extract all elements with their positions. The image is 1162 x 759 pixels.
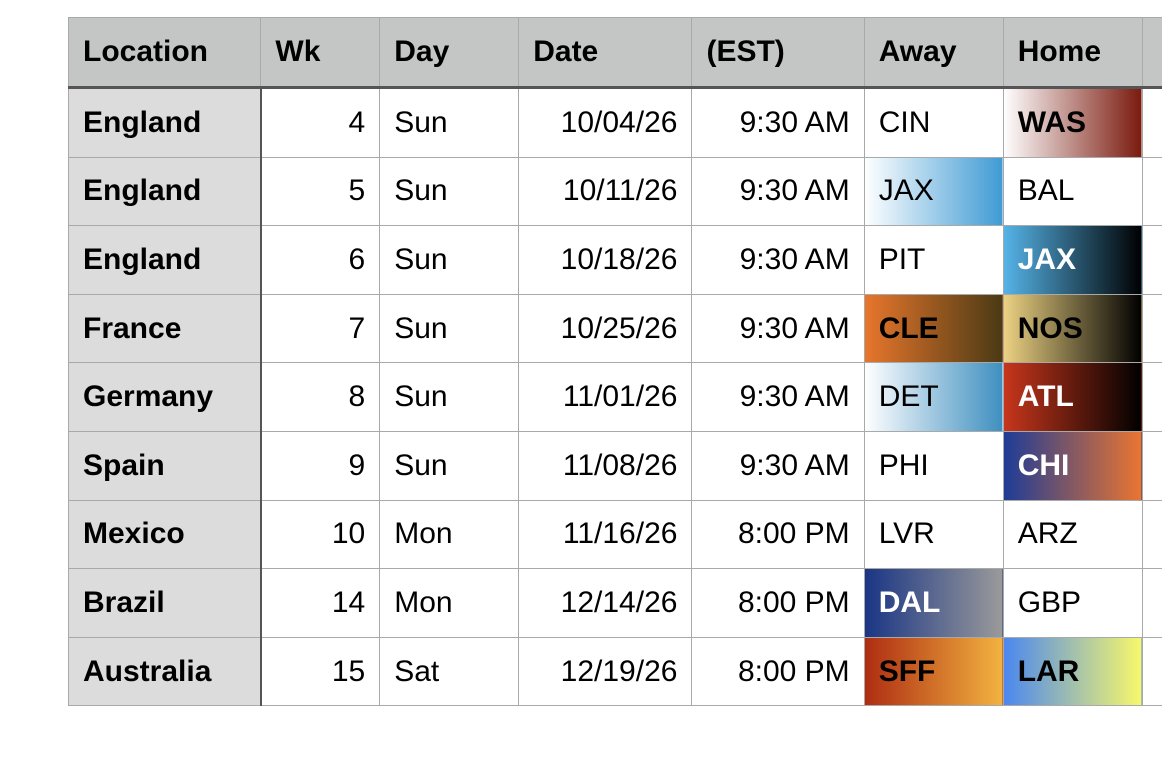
away-cell[interactable]: SFF <box>863 636 1004 707</box>
header-location[interactable]: Location <box>67 17 262 89</box>
date-cell[interactable]: 10/04/26 <box>518 87 693 158</box>
header-blank[interactable] <box>1141 17 1162 89</box>
week-cell[interactable]: 7 <box>260 293 381 364</box>
week-cell[interactable]: 4 <box>260 87 381 158</box>
day-cell[interactable]: Sun <box>379 87 520 158</box>
table-row: Mexico 10 Mon 11/16/26 8:00 PM LVR ARZ <box>67 499 1162 570</box>
table-row: England 5 Sun 10/11/26 9:30 AM JAX BAL <box>67 156 1162 227</box>
blank-cell[interactable] <box>1141 568 1162 638</box>
away-cell[interactable]: JAX <box>863 156 1004 227</box>
table-row: Spain 9 Sun 11/08/26 9:30 AM PHI CHI <box>67 430 1162 501</box>
day-cell[interactable]: Sun <box>379 362 520 432</box>
time-cell[interactable]: 8:00 PM <box>691 499 865 570</box>
location-cell[interactable]: Spain <box>67 430 262 501</box>
table-row: Germany 8 Sun 11/01/26 9:30 AM DET ATL <box>67 362 1162 432</box>
week-cell[interactable]: 6 <box>260 225 381 295</box>
date-cell[interactable]: 11/01/26 <box>518 362 693 432</box>
week-cell[interactable]: 9 <box>260 430 381 501</box>
location-cell[interactable]: France <box>67 293 262 364</box>
home-cell[interactable]: WAS <box>1002 87 1143 158</box>
time-cell[interactable]: 8:00 PM <box>691 636 865 707</box>
away-cell[interactable]: PHI <box>863 430 1004 501</box>
week-cell[interactable]: 10 <box>260 499 381 570</box>
table-row: Australia 15 Sat 12/19/26 8:00 PM SFF LAR <box>67 636 1162 707</box>
away-cell[interactable]: DET <box>863 362 1004 432</box>
away-cell[interactable]: PIT <box>863 225 1004 295</box>
day-cell[interactable]: Mon <box>379 499 520 570</box>
home-cell[interactable]: GBP <box>1002 568 1143 638</box>
blank-cell[interactable] <box>1141 499 1162 570</box>
date-cell[interactable]: 11/16/26 <box>518 499 693 570</box>
header-week[interactable]: Wk <box>260 17 381 89</box>
week-cell[interactable]: 14 <box>260 568 381 638</box>
location-cell[interactable]: Australia <box>67 636 262 707</box>
home-cell[interactable]: LAR <box>1002 636 1143 707</box>
table-row: Brazil 14 Mon 12/14/26 8:00 PM DAL GBP <box>67 568 1162 638</box>
header-date[interactable]: Date <box>518 17 693 89</box>
day-cell[interactable]: Mon <box>379 568 520 638</box>
blank-cell[interactable] <box>1141 293 1162 364</box>
away-cell[interactable]: CIN <box>863 87 1004 158</box>
time-cell[interactable]: 9:30 AM <box>691 362 865 432</box>
header-home[interactable]: Home <box>1002 17 1143 89</box>
location-cell[interactable]: Germany <box>67 362 262 432</box>
time-cell[interactable]: 8:00 PM <box>691 568 865 638</box>
away-cell[interactable]: CLE <box>863 293 1004 364</box>
blank-cell[interactable] <box>1141 362 1162 432</box>
away-cell[interactable]: DAL <box>863 568 1004 638</box>
week-cell[interactable]: 8 <box>260 362 381 432</box>
header-time-est[interactable]: (EST) <box>691 17 865 89</box>
date-cell[interactable]: 12/14/26 <box>518 568 693 638</box>
table-row: England 4 Sun 10/04/26 9:30 AM CIN WAS <box>67 87 1162 158</box>
time-cell[interactable]: 9:30 AM <box>691 293 865 364</box>
home-cell[interactable]: ARZ <box>1002 499 1143 570</box>
day-cell[interactable]: Sun <box>379 156 520 227</box>
home-cell[interactable]: JAX <box>1002 225 1143 295</box>
blank-cell[interactable] <box>1141 225 1162 295</box>
home-cell[interactable]: CHI <box>1002 430 1143 501</box>
week-cell[interactable]: 15 <box>260 636 381 707</box>
location-cell[interactable]: England <box>67 225 262 295</box>
date-cell[interactable]: 10/25/26 <box>518 293 693 364</box>
home-cell[interactable]: NOS <box>1002 293 1143 364</box>
date-cell[interactable]: 10/18/26 <box>518 225 693 295</box>
home-cell[interactable]: BAL <box>1002 156 1143 227</box>
date-cell[interactable]: 11/08/26 <box>518 430 693 501</box>
blank-cell[interactable] <box>1141 156 1162 227</box>
day-cell[interactable]: Sat <box>379 636 520 707</box>
location-cell[interactable]: Mexico <box>67 499 262 570</box>
date-cell[interactable]: 12/19/26 <box>518 636 693 707</box>
location-cell[interactable]: England <box>67 87 262 158</box>
schedule-table: Location Wk Day Date (EST) Away Home Eng… <box>67 17 1162 707</box>
location-cell[interactable]: England <box>67 156 262 227</box>
location-cell[interactable]: Brazil <box>67 568 262 638</box>
home-cell[interactable]: ATL <box>1002 362 1143 432</box>
blank-cell[interactable] <box>1141 430 1162 501</box>
table-row: England 6 Sun 10/18/26 9:30 AM PIT JAX <box>67 225 1162 295</box>
header-away[interactable]: Away <box>863 17 1004 89</box>
table-row: France 7 Sun 10/25/26 9:30 AM CLE NOS <box>67 293 1162 364</box>
time-cell[interactable]: 9:30 AM <box>691 156 865 227</box>
day-cell[interactable]: Sun <box>379 293 520 364</box>
away-cell[interactable]: LVR <box>863 499 1004 570</box>
blank-cell[interactable] <box>1141 636 1162 707</box>
blank-cell[interactable] <box>1141 87 1162 158</box>
date-cell[interactable]: 10/11/26 <box>518 156 693 227</box>
time-cell[interactable]: 9:30 AM <box>691 87 865 158</box>
header-day[interactable]: Day <box>379 17 520 89</box>
day-cell[interactable]: Sun <box>379 225 520 295</box>
week-cell[interactable]: 5 <box>260 156 381 227</box>
time-cell[interactable]: 9:30 AM <box>691 430 865 501</box>
time-cell[interactable]: 9:30 AM <box>691 225 865 295</box>
header-row: Location Wk Day Date (EST) Away Home <box>67 17 1162 89</box>
day-cell[interactable]: Sun <box>379 430 520 501</box>
